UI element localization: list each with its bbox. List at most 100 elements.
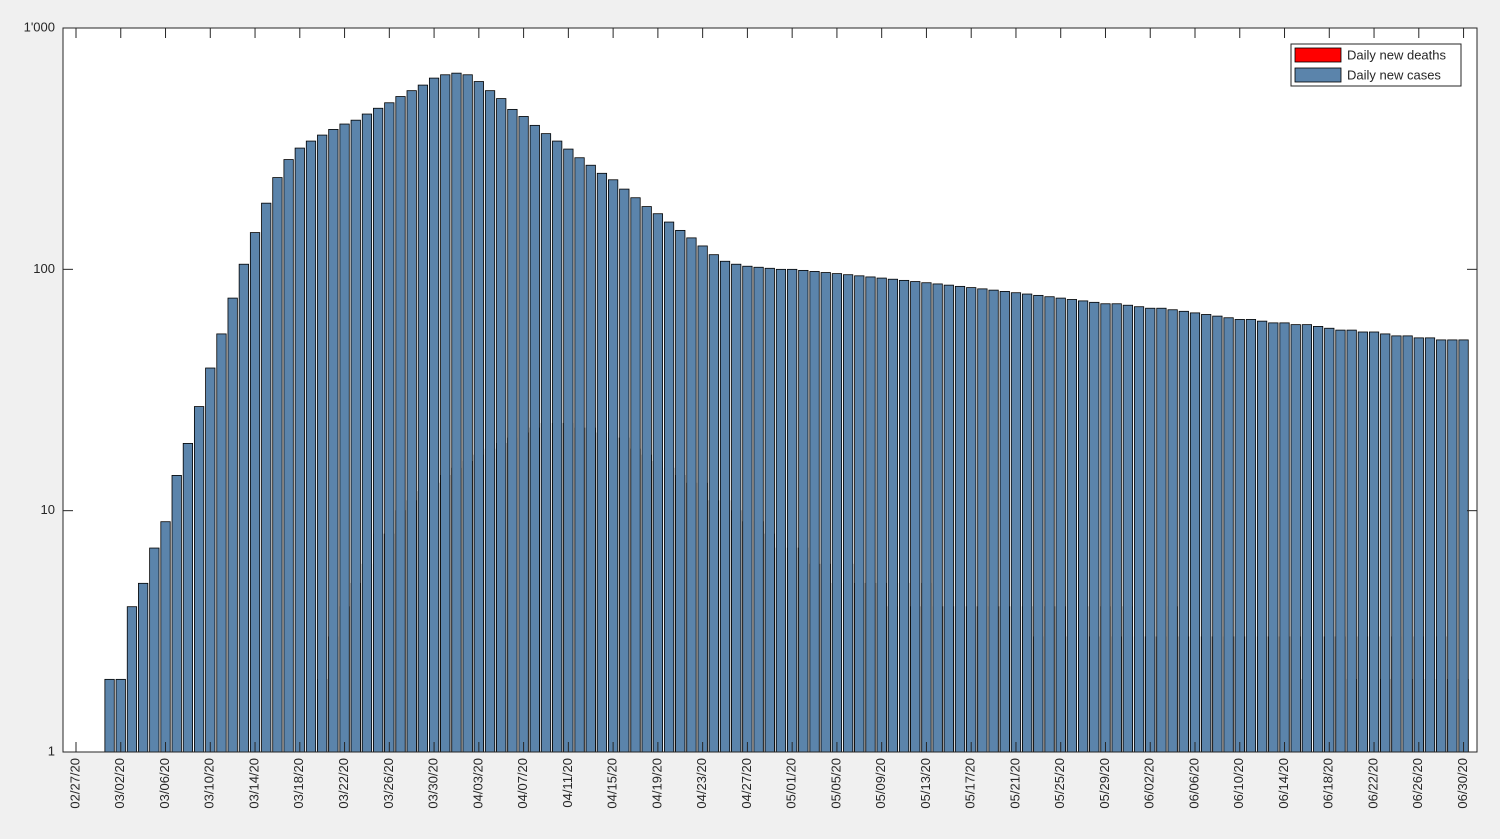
bar (1391, 335, 1402, 753)
bar (1044, 296, 1055, 753)
bar (988, 289, 999, 753)
bar (373, 107, 384, 753)
x-tick-label: 03/14/20 (246, 758, 261, 809)
bar (1458, 339, 1469, 753)
bar (182, 442, 193, 753)
x-tick-label: 06/02/20 (1142, 758, 1157, 809)
bar (1447, 339, 1458, 753)
bar (1436, 339, 1447, 753)
x-tick-label: 05/13/20 (918, 758, 933, 809)
bar (1368, 331, 1380, 753)
bar (339, 123, 350, 753)
bar (1346, 329, 1357, 753)
bar (171, 475, 182, 753)
bar (496, 98, 507, 753)
bar (764, 267, 775, 753)
bar (428, 77, 440, 753)
y-tick-label: 1'000 (24, 19, 55, 34)
x-tick-label: 05/29/20 (1097, 758, 1112, 809)
bar (261, 202, 272, 753)
y-tick-label: 10 (41, 502, 55, 517)
bar (1066, 299, 1078, 753)
bar (518, 116, 529, 753)
x-tick-label: 04/27/20 (739, 758, 754, 809)
bar (608, 179, 619, 753)
bar (865, 276, 876, 753)
bar (641, 206, 652, 753)
bar (1279, 322, 1290, 753)
bar (451, 72, 462, 753)
x-tick-label: 03/26/20 (381, 758, 396, 809)
bar (1402, 335, 1413, 753)
bar (1089, 301, 1100, 753)
bar (686, 237, 697, 753)
bar (328, 129, 339, 753)
bar (652, 213, 663, 753)
bar (1413, 337, 1424, 753)
bar (954, 285, 966, 753)
bar (473, 81, 484, 753)
bar (1010, 292, 1022, 753)
bar (138, 582, 149, 753)
bar (663, 221, 675, 753)
bar (1223, 317, 1234, 753)
bar (1335, 329, 1346, 753)
bar (227, 297, 238, 753)
bar (1268, 322, 1279, 753)
bar (966, 287, 977, 753)
bar (921, 282, 932, 753)
bar (238, 263, 249, 753)
bar (596, 172, 608, 753)
bar (742, 265, 753, 753)
bar (887, 278, 898, 753)
bar (193, 406, 205, 753)
bar (630, 197, 641, 753)
bar (417, 84, 428, 753)
bar (854, 275, 865, 753)
bar (1424, 337, 1436, 753)
x-tick-label: 05/21/20 (1007, 758, 1022, 809)
x-tick-label: 04/11/20 (560, 758, 575, 808)
bar (999, 291, 1010, 753)
bar (1100, 303, 1111, 753)
bar (317, 134, 328, 753)
bar (1033, 294, 1044, 753)
bar (1324, 327, 1335, 753)
legend-swatch (1294, 47, 1342, 63)
bar (731, 263, 742, 753)
bar (775, 268, 787, 753)
bar (619, 188, 630, 753)
bar (574, 157, 585, 753)
x-tick-label: 05/01/20 (784, 758, 799, 809)
bar (675, 229, 686, 753)
x-tick-label: 06/22/20 (1365, 758, 1380, 809)
bar (1156, 307, 1167, 753)
bar (1189, 312, 1201, 753)
bar (1145, 307, 1156, 753)
bar (932, 283, 943, 753)
bar (831, 273, 843, 753)
bar (1257, 320, 1268, 753)
bar (943, 284, 954, 753)
x-tick-label: 06/26/20 (1410, 758, 1425, 809)
bar (876, 277, 887, 753)
legend-swatch (1294, 67, 1342, 83)
bar (1234, 319, 1245, 753)
bar (1357, 331, 1368, 753)
legend-label: Daily new cases (1347, 67, 1441, 82)
x-tick-label: 03/06/20 (157, 758, 172, 809)
bar (1022, 293, 1033, 753)
x-tick-label: 06/14/20 (1276, 758, 1291, 809)
bar (585, 164, 596, 753)
bar (216, 333, 227, 753)
y-tick-label: 1 (48, 743, 55, 758)
bar (1078, 300, 1089, 753)
bar (507, 108, 518, 753)
x-tick-label: 04/19/20 (649, 758, 664, 809)
bar (350, 119, 361, 753)
bar (1167, 309, 1178, 753)
x-tick-label: 04/15/20 (605, 758, 620, 809)
bar (1245, 319, 1257, 753)
bar (272, 177, 283, 753)
